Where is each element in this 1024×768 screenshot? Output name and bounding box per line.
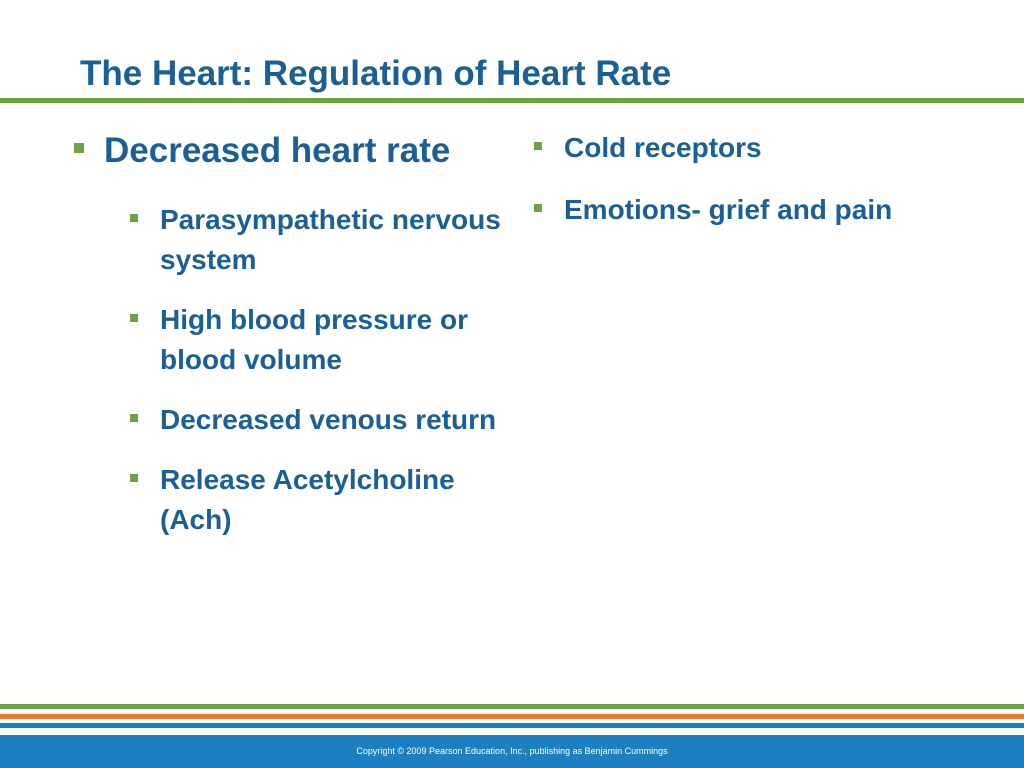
bullet-text: Cold receptors [564,132,762,163]
square-bullet-icon [534,204,542,212]
sub-bullet-venous-return: Decreased venous return [128,400,502,440]
footer-stripes [0,704,1024,728]
bullet-text: Decreased heart rate [104,131,451,170]
orange-stripe [0,714,1024,719]
bullet-emotions: Emotions- grief and pain [530,190,910,230]
bullet-text: Decreased venous return [160,404,497,435]
left-bullet-list: Decreased heart rate Parasympathetic ner… [72,130,502,540]
square-bullet-icon [130,214,138,222]
title-divider [0,98,1024,103]
footer-bar: Copyright © 2009 Pearson Education, Inc.… [0,735,1024,768]
right-bullet-list: Cold receptors Emotions- grief and pain [530,128,910,252]
bullet-text: Emotions- grief and pain [564,194,893,225]
slide-title: The Heart: Regulation of Heart Rate [80,54,672,93]
sub-bullet-high-blood-pressure: High blood pressure or blood volume [128,300,502,380]
square-bullet-icon [130,414,138,422]
sub-bullet-acetylcholine: Release Acetylcholine (Ach) [128,460,502,540]
copyright-text: Copyright © 2009 Pearson Education, Inc.… [356,746,668,756]
bullet-cold-receptors: Cold receptors [530,128,910,168]
green-stripe [0,704,1024,709]
square-bullet-icon [534,142,542,150]
bullet-decreased-heart-rate: Decreased heart rate [72,130,502,172]
sub-bullet-parasympathetic: Parasympathetic nervous system [128,200,502,280]
bullet-text: High blood pressure or blood volume [160,304,469,375]
square-bullet-icon [130,314,138,322]
bullet-text: Parasympathetic nervous system [160,204,501,275]
bullet-text: Release Acetylcholine (Ach) [160,464,455,535]
square-bullet-icon [130,474,138,482]
square-bullet-icon [74,143,84,153]
blue-stripe [0,723,1024,728]
